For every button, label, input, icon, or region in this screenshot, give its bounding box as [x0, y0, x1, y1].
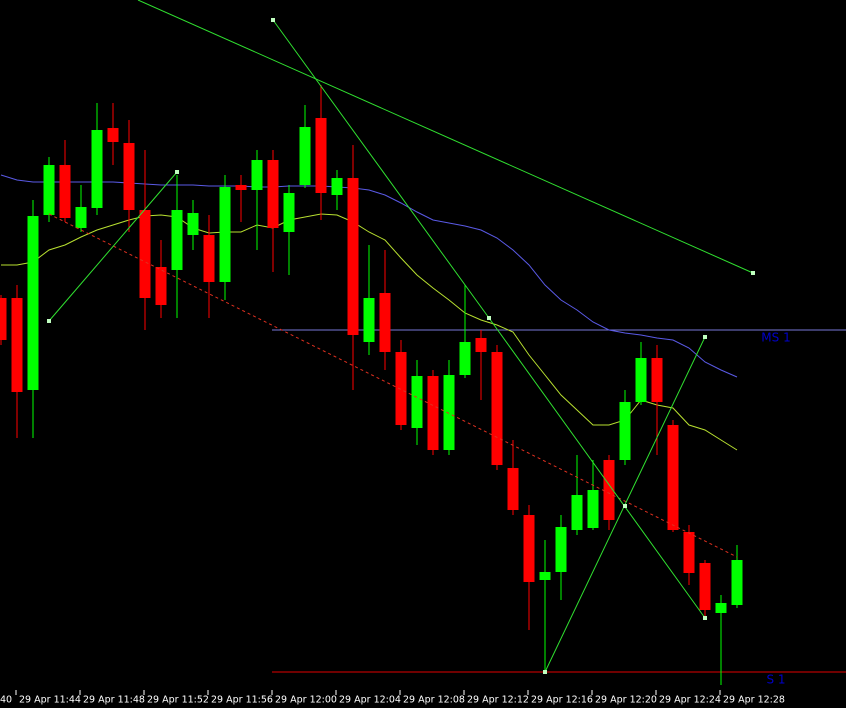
- candle-body: [571, 495, 583, 530]
- candle-body: [507, 468, 519, 510]
- candle-body: [699, 563, 711, 610]
- trend-line: [48, 213, 738, 558]
- x-tick-label: 29 Apr 12:24: [659, 695, 721, 706]
- candle-body: [331, 178, 343, 195]
- candle-body: [267, 160, 279, 228]
- candle-body: [523, 515, 535, 582]
- candle-body: [187, 213, 199, 235]
- zigzag: [48, 171, 178, 322]
- x-tick-label: 29 Apr 11:52: [147, 695, 209, 706]
- candle-body: [171, 210, 183, 270]
- candle-body: [75, 207, 87, 228]
- candle-body: [683, 532, 695, 573]
- x-tick-label: 29 Apr 12:04: [339, 695, 401, 706]
- anchor: [543, 670, 547, 674]
- candle-body: [491, 352, 503, 465]
- candle-body: [11, 298, 23, 392]
- anchor: [703, 335, 707, 339]
- candle-body: [587, 490, 599, 528]
- anchor: [47, 319, 51, 323]
- candle-body: [443, 375, 455, 450]
- candle-body: [619, 402, 631, 460]
- candle-body: [43, 165, 55, 215]
- x-tick-label-clipped: 40: [0, 695, 12, 706]
- anchor: [487, 316, 491, 320]
- candle-body: [299, 127, 311, 185]
- candle-body: [155, 267, 167, 305]
- candle-body: [123, 143, 135, 210]
- candle-body: [555, 527, 567, 572]
- candle-body: [139, 210, 151, 298]
- level-label: MS 1: [761, 331, 790, 345]
- candle-body: [315, 118, 327, 193]
- candle-body: [427, 376, 439, 450]
- anchor: [751, 271, 755, 275]
- candle-body: [603, 460, 615, 520]
- candle-body: [635, 358, 647, 402]
- anchor: [271, 18, 275, 22]
- candle-body: [59, 165, 71, 218]
- x-tick-label: 29 Apr 11:48: [83, 695, 145, 706]
- anchor: [703, 616, 707, 620]
- candle-body: [667, 425, 679, 530]
- candle-body: [459, 342, 471, 375]
- candle-body: [0, 298, 7, 340]
- x-tick-label: 29 Apr 12:16: [531, 695, 593, 706]
- indicator-line: [1, 213, 738, 451]
- candle-body: [715, 603, 727, 613]
- anchor: [175, 170, 179, 174]
- candle-body: [363, 298, 375, 342]
- x-tick-label: 29 Apr 12:00: [275, 695, 337, 706]
- candle-body: [347, 178, 359, 335]
- candle-body: [251, 160, 263, 190]
- candle-body: [91, 130, 103, 208]
- candle-body: [235, 185, 247, 190]
- x-axis: 29 Apr 11:44 29 Apr 11:48 29 Apr 11:52 29 A…: [15, 690, 785, 706]
- x-tick-label: 29 Apr 12:20: [595, 695, 657, 706]
- candle-body: [539, 572, 551, 580]
- level-label: S 1: [766, 673, 785, 687]
- anchor: [623, 504, 627, 508]
- x-tick-label: 29 Apr 12:28: [723, 695, 785, 706]
- candle-body: [395, 352, 407, 425]
- x-tick-label: 29 Apr 12:12: [467, 695, 529, 706]
- candle-body: [107, 128, 119, 142]
- drawings: [47, 0, 755, 674]
- candle-body: [219, 187, 231, 282]
- candle-body: [475, 338, 487, 352]
- trend-line: [137, 0, 754, 274]
- candle-body: [379, 293, 391, 352]
- candle-body: [651, 358, 663, 402]
- candle-body: [283, 193, 295, 232]
- candle-body: [203, 235, 215, 282]
- x-tick-label: 29 Apr 11:44: [19, 695, 81, 706]
- x-tick-label: 29 Apr 12:08: [403, 695, 465, 706]
- x-tick-label: 29 Apr 11:56: [211, 695, 273, 706]
- plot-area: [0, 85, 846, 685]
- candle-body: [411, 376, 423, 428]
- candle-body: [27, 216, 39, 390]
- candle-body: [731, 560, 743, 605]
